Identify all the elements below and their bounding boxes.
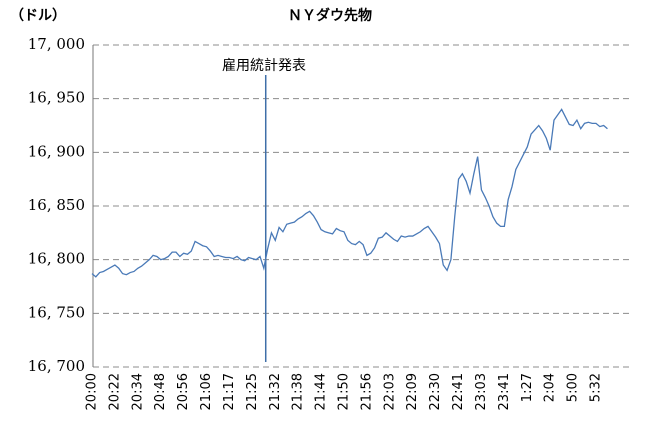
- x-tick-label: 23:41: [497, 373, 512, 410]
- x-tick-label: 20:22: [107, 373, 122, 410]
- chart-title: ＮＹダウ先物: [288, 7, 372, 24]
- x-tick-label: 23:03: [474, 373, 489, 410]
- annotation: 雇用統計発表: [222, 57, 306, 74]
- x-tick-label: 2:04: [543, 373, 558, 402]
- x-tick-label: 22:09: [405, 373, 420, 410]
- x-tick-label: 20:48: [153, 373, 168, 410]
- x-tick-label: 21:44: [314, 373, 329, 410]
- y-tick-label: 17, 000: [28, 35, 85, 53]
- x-tick-label: 21:06: [199, 373, 214, 410]
- y-tick-label: 16, 950: [28, 89, 85, 107]
- y-tick-label: 16, 900: [28, 142, 85, 160]
- y-tick-label: 16, 700: [28, 357, 85, 375]
- price-line: [91, 108, 608, 278]
- x-tick-label: 21:38: [291, 373, 306, 410]
- x-tick-label: 5:00: [566, 373, 581, 402]
- x-tick-label: 22:30: [428, 373, 443, 410]
- y-tick-label: 16, 800: [28, 250, 85, 268]
- x-tick-label: 21:17: [222, 373, 237, 410]
- x-tick-label: 21:56: [359, 373, 374, 410]
- x-tick-label: 20:56: [176, 373, 191, 410]
- x-tick-label: 5:32: [589, 373, 604, 402]
- y-tick-label: 16, 850: [28, 196, 85, 214]
- x-tick-label: 21:32: [268, 373, 283, 410]
- x-tick-label: 22:03: [382, 373, 397, 410]
- x-tick-label: 20:00: [85, 373, 100, 410]
- x-tick-label: 21:50: [337, 373, 352, 410]
- x-tick-label: 22:41: [451, 373, 466, 410]
- y-tick-label: 16, 750: [28, 303, 85, 321]
- x-tick-label: 20:34: [130, 373, 145, 410]
- y-axis-label: （ドル）: [10, 8, 66, 24]
- x-tick-label: 1:27: [520, 373, 535, 402]
- x-tick-label: 21:25: [245, 373, 260, 410]
